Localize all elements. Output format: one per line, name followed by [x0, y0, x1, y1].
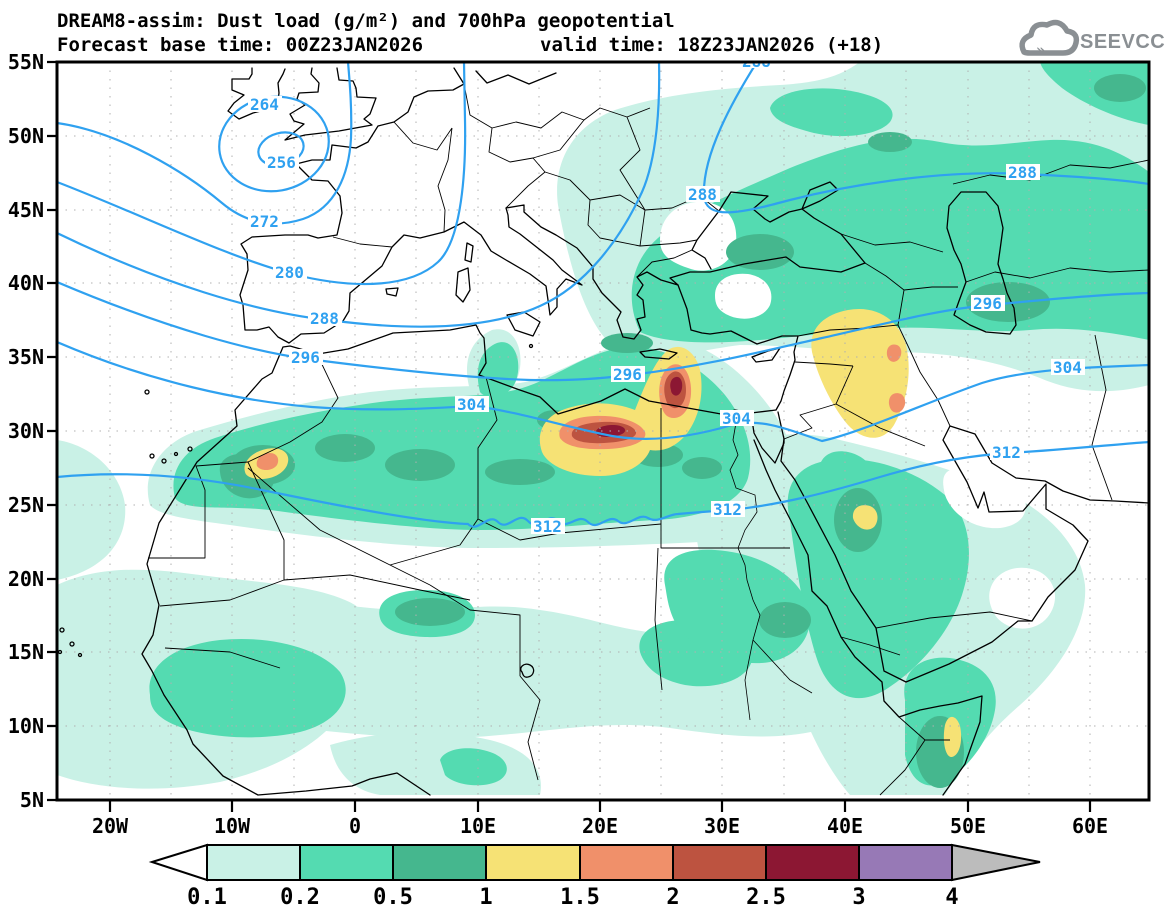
geopotential-label: 296 [613, 365, 642, 384]
geopotential-contour-labels: 264 256 272 280 288 288 288 288 296 296 … [248, 52, 1085, 536]
colorbar-tick-label: 2.5 [746, 885, 786, 907]
geopotential-label: 288 [310, 309, 339, 328]
graticule [57, 62, 1149, 800]
lon-tick-label: 50E [950, 814, 986, 838]
colorbar-tick-label: 1 [479, 885, 492, 907]
colorbar-segment [299, 844, 394, 881]
geopotential-label: 312 [533, 517, 562, 536]
cloud-icon [1019, 19, 1080, 56]
colorbar-tick-label: 0.2 [280, 885, 320, 907]
geopotential-label: 272 [250, 212, 279, 231]
lat-tick-label: 10N [8, 714, 44, 738]
lat-tick-label: 55N [8, 50, 44, 74]
page-title: DREAM8-assim: Dust load (g/m²) and 700hP… [57, 10, 675, 32]
colorbar-tick-label: 4 [945, 885, 958, 907]
geopotential-label: 288 [742, 52, 771, 71]
lat-axis: 55N 50N 45N 40N 35N 30N 25N 20N 15N 10N … [8, 50, 44, 812]
lon-tick-label: 30E [704, 814, 740, 838]
colorbar-over-arrow [951, 843, 1041, 882]
lat-tick-label: 35N [8, 345, 44, 369]
country-borders [148, 83, 1149, 796]
lon-tick-label: 0 [349, 814, 361, 838]
lon-tick-label: 60E [1072, 814, 1108, 838]
lat-tick-label: 50N [8, 124, 44, 148]
colorbar-tick-label: 1.5 [560, 885, 600, 907]
colorbar-tick-label: 0.1 [187, 885, 227, 907]
lat-tick-label: 5N [20, 788, 44, 812]
seevccc-logo: » SEEVCCC [1019, 19, 1165, 59]
lon-tick-label: 10E [460, 814, 496, 838]
colorbar-tick-label: 3 [852, 885, 865, 907]
colorbar-tick-label: 0.5 [373, 885, 413, 907]
lat-tick-label: 30N [8, 419, 44, 443]
lon-tick-label: 20E [582, 814, 618, 838]
geopotential-label: 312 [713, 500, 742, 519]
logo-text: SEEVCCC [1080, 31, 1165, 53]
lat-tick-label: 15N [8, 640, 44, 664]
nile-river [729, 416, 813, 721]
colorbar-segment [858, 844, 953, 881]
lon-tick-label: 40E [827, 814, 863, 838]
geopotential-label: 312 [992, 443, 1021, 462]
colorbar: 0.1 0.2 0.5 1 1.5 2 2.5 3 4 [148, 843, 1041, 907]
colorbar-under-arrow [148, 843, 208, 882]
coastlines [57, 67, 1149, 796]
geopotential-label: 304 [722, 409, 751, 428]
colorbar-segment [206, 844, 301, 881]
lon-tick-label: 20W [92, 814, 129, 838]
geopotential-label: 296 [973, 294, 1002, 313]
geopotential-label: 280 [275, 263, 304, 282]
geopotential-label: 288 [1008, 163, 1037, 182]
lon-axis: 20W 10W 0 10E 20E 30E 40E 50E 60E [92, 814, 1108, 838]
geopotential-label: 304 [1053, 358, 1082, 377]
base-time-label: Forecast base time: 00Z23JAN2026 [57, 34, 423, 56]
geopotential-contours: 264 256 272 280 288 288 288 288 296 296 … [57, 52, 1149, 536]
geopotential-label: 288 [688, 185, 717, 204]
colorbar-segment [392, 844, 487, 881]
lon-tick-label: 10W [214, 814, 251, 838]
geopotential-label: 256 [267, 153, 296, 172]
axis-ticks [47, 60, 1092, 812]
lat-tick-label: 25N [8, 493, 44, 517]
dust-filled-contours [57, 62, 1149, 795]
geopotential-label: 264 [250, 95, 279, 114]
geopotential-label: 304 [457, 395, 486, 414]
colorbar-tick-label: 2 [666, 885, 679, 907]
colorbar-segment [765, 844, 860, 881]
lat-tick-label: 40N [8, 271, 44, 295]
colorbar-segment [579, 844, 674, 881]
colorbar-segment [672, 844, 767, 881]
colorbar-segment [485, 844, 581, 881]
valid-time-label: valid time: 18Z23JAN2026 (+18) [540, 34, 883, 56]
lat-tick-label: 20N [8, 567, 44, 591]
geopotential-label: 296 [291, 348, 320, 367]
lat-tick-label: 45N [8, 198, 44, 222]
chevrons-icon: » [1036, 41, 1045, 59]
